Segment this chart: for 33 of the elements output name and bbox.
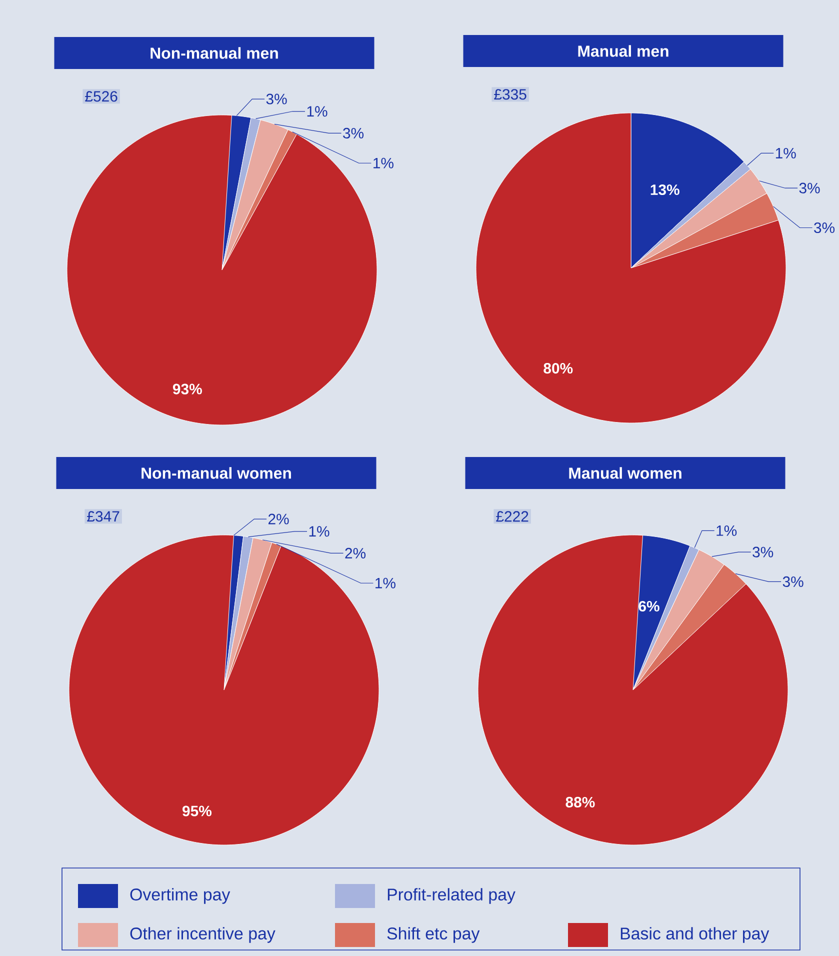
data-label: 95% bbox=[182, 806, 212, 816]
data-label: 80% bbox=[544, 363, 573, 374]
chart-subtitle: £347 bbox=[87, 511, 120, 522]
chart-title: Manual men bbox=[578, 45, 668, 57]
legend-label: Overtime pay bbox=[130, 888, 230, 904]
legend-label: Other incentive pay bbox=[130, 927, 276, 943]
data-label: 1% bbox=[374, 158, 394, 168]
legend-label: Basic and other pay bbox=[620, 927, 770, 943]
legend-label: Profit-related pay bbox=[388, 888, 516, 904]
data-label: 1% bbox=[307, 106, 328, 117]
chart-title: Manual women bbox=[569, 467, 682, 479]
data-label: 3% bbox=[814, 222, 835, 234]
data-label: 93% bbox=[172, 384, 202, 394]
data-label: 2% bbox=[345, 548, 366, 558]
chart-subtitle: £222 bbox=[496, 511, 528, 522]
data-label: 1% bbox=[309, 526, 330, 537]
chart-subtitle: £335 bbox=[494, 89, 526, 100]
data-label: 3% bbox=[782, 576, 804, 587]
data-label: 1% bbox=[716, 525, 737, 536]
data-label: 6% bbox=[638, 600, 660, 612]
chart-subtitle: £526 bbox=[85, 91, 118, 102]
legend-label: Shift etc pay bbox=[387, 927, 480, 943]
data-label: 3% bbox=[799, 182, 820, 194]
data-label: 3% bbox=[343, 128, 364, 138]
data-label: 88% bbox=[566, 796, 595, 808]
data-label: 1% bbox=[376, 578, 396, 588]
chart-title: Non-manual men bbox=[150, 47, 278, 59]
data-label: 2% bbox=[268, 514, 289, 524]
chart-title: Non-manual women bbox=[142, 467, 291, 479]
data-label: 13% bbox=[650, 184, 680, 196]
data-label: 1% bbox=[776, 148, 796, 158]
data-label: 3% bbox=[752, 546, 774, 558]
data-label: 3% bbox=[266, 94, 287, 104]
